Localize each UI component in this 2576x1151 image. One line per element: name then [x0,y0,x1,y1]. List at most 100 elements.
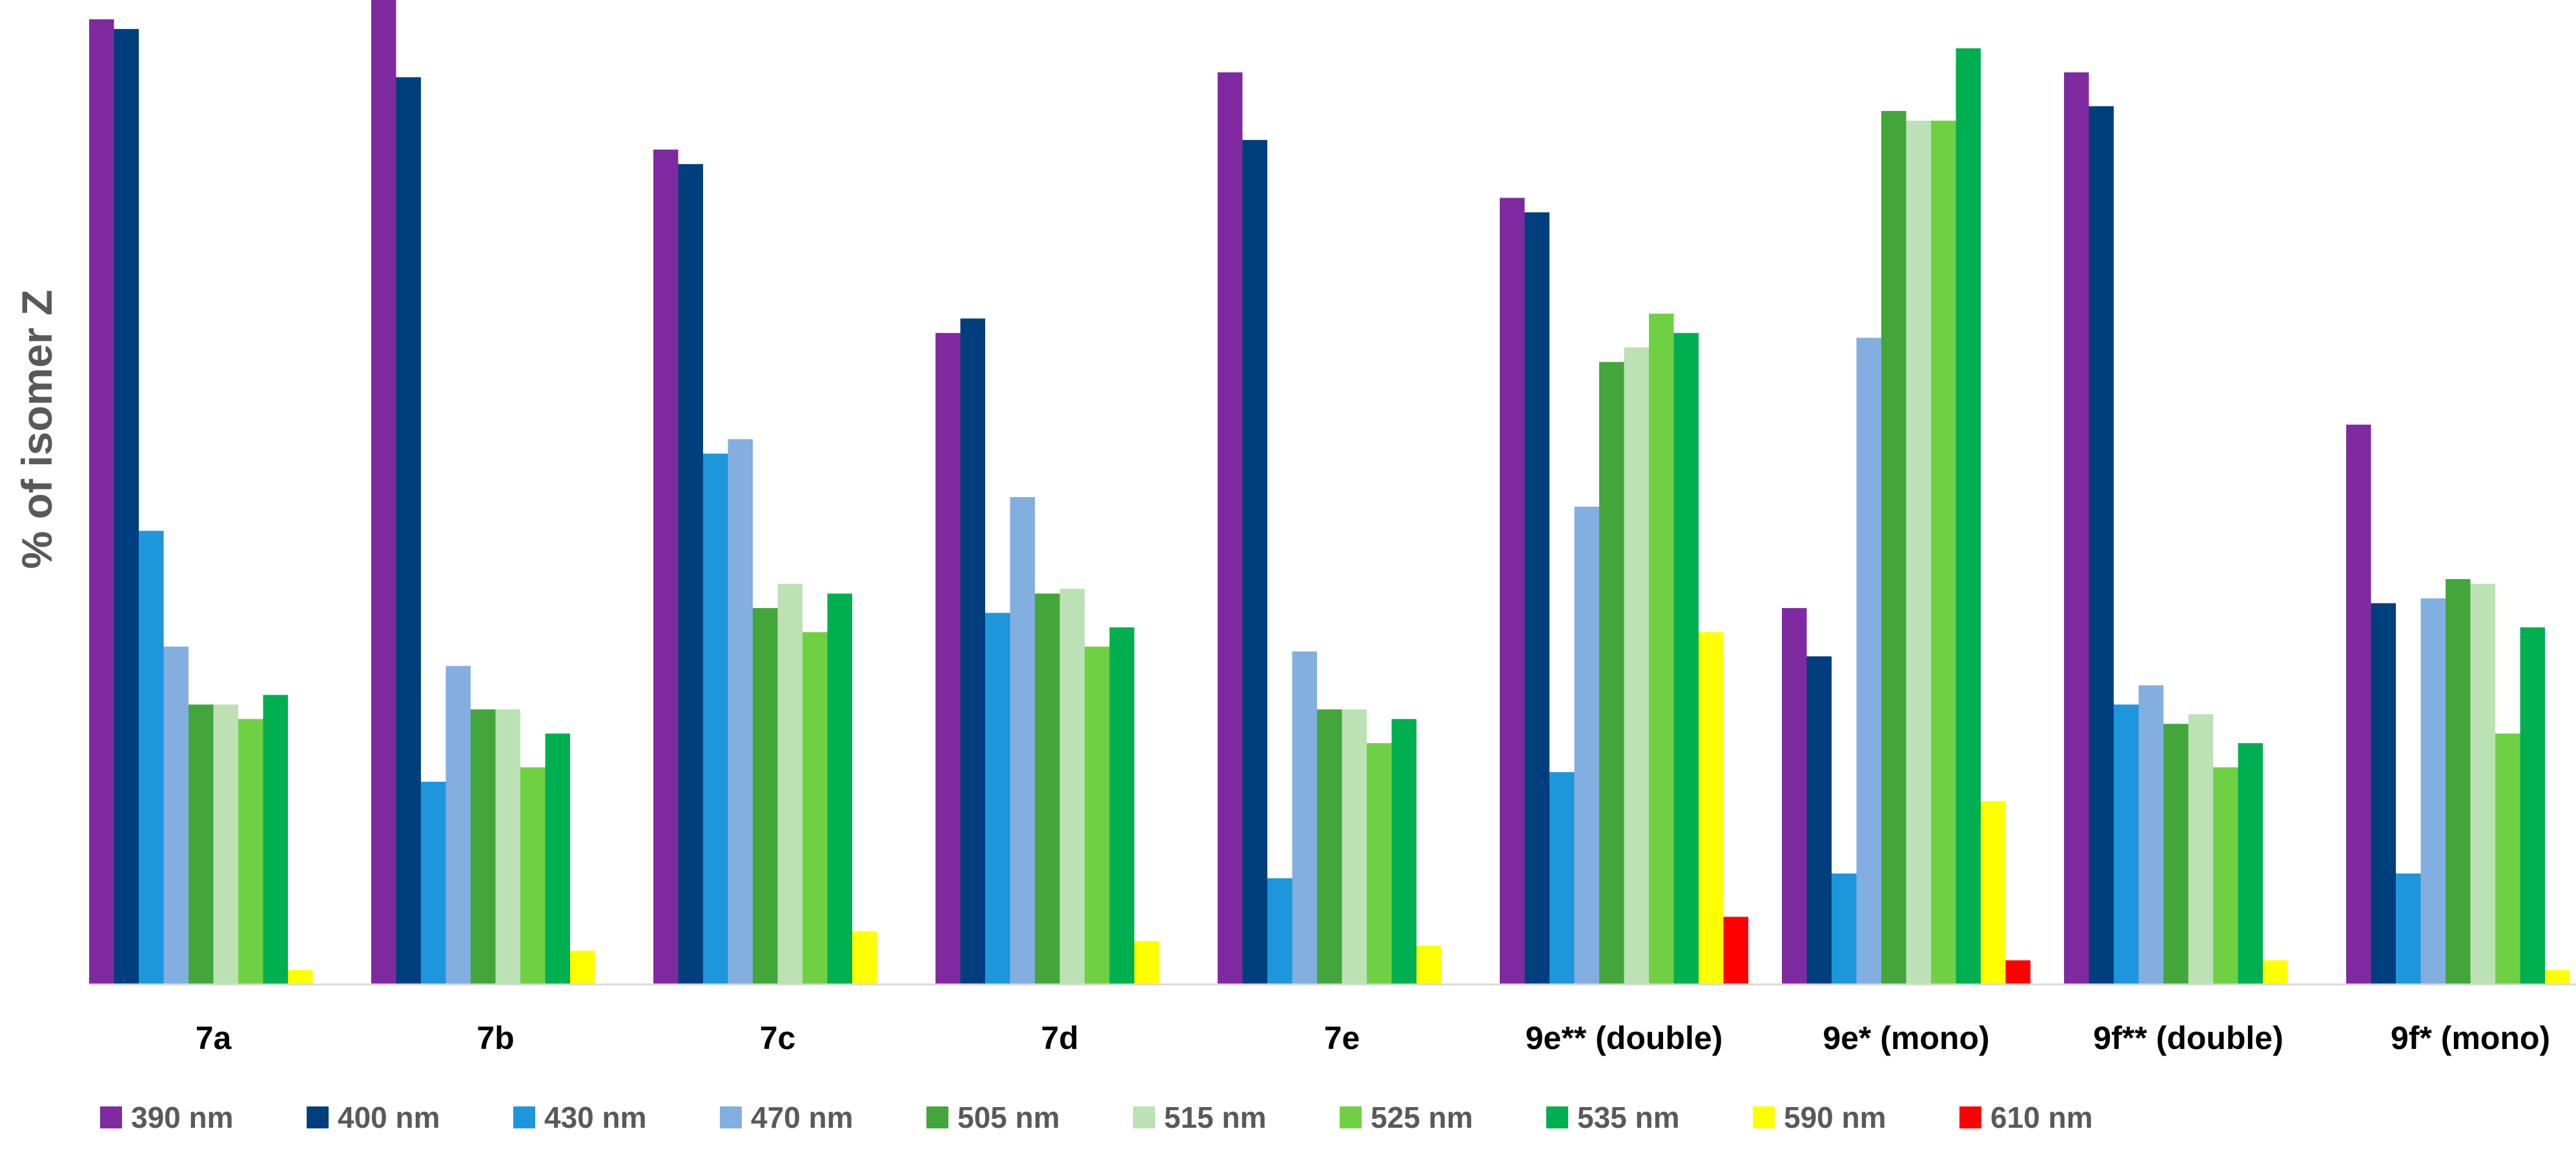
bar-9e-double-610-nm [1723,917,1748,984]
bar-9e-mono-590-nm [1981,800,2006,984]
x-tick-label-7d: 7d [1041,1020,1078,1056]
bar-7d-535-nm [1109,627,1134,984]
bar-9e-double-430-nm [1549,772,1575,984]
bar-7a-400-nm [114,28,139,984]
legend-swatch-525-nm [1340,1106,1362,1128]
bar-7e-590-nm [1416,946,1442,984]
bar-7e-470-nm [1292,651,1317,984]
bar-9f-double-470-nm [2138,685,2163,984]
legend-swatch-390-nm [100,1106,122,1128]
bar-9f-mono-505-nm [2446,579,2471,984]
bar-7c-515-nm [777,584,802,984]
bar-9f-mono-515-nm [2470,584,2495,984]
legend-label-610-nm: 610 nm [1990,1101,2093,1134]
bar-7b-515-nm [495,709,520,984]
bar-7c-525-nm [802,632,828,984]
bar-9f-mono-590-nm [2545,970,2570,984]
bar-9e-mono-525-nm [1931,120,1956,984]
bar-9e-double-470-nm [1574,506,1599,984]
bar-9e-mono-515-nm [1906,120,1931,984]
bar-9e-mono-470-nm [1856,338,1881,984]
bar-7b-430-nm [421,782,446,984]
legend-swatch-430-nm [513,1106,535,1128]
legend-label-525-nm: 525 nm [1371,1101,1473,1134]
bar-9f-mono-400-nm [2371,603,2396,984]
bar-7d-390-nm [935,332,961,984]
bar-7e-390-nm [1218,72,1243,985]
legend-swatch-515-nm [1133,1106,1155,1128]
bar-7d-590-nm [1134,941,1160,984]
bar-9f-double-505-nm [2163,724,2189,984]
legend-swatch-470-nm [720,1106,742,1128]
x-tick-label-9f-mono: 9f* (mono) [2391,1020,2550,1056]
bar-7c-400-nm [678,164,703,985]
legend-label-470-nm: 470 nm [751,1101,854,1134]
bar-9f-double-390-nm [2064,72,2089,985]
bar-7d-470-nm [1010,497,1035,984]
bar-7c-430-nm [703,453,728,984]
bar-7c-590-nm [852,931,877,984]
x-tick-label-7b: 7b [476,1020,514,1056]
bar-9f-mono-470-nm [2420,598,2446,984]
bar-7e-525-nm [1367,743,1392,984]
bar-7a-430-nm [139,531,164,984]
bar-9e-mono-610-nm [2005,960,2030,984]
bar-7a-515-nm [213,704,238,984]
bar-7a-525-nm [238,718,263,984]
bar-7b-390-nm [371,0,396,984]
legend-label-400-nm: 400 nm [338,1101,440,1134]
bar-9e-double-525-nm [1649,313,1674,984]
legend-label-590-nm: 590 nm [1784,1101,1886,1134]
bar-7c-390-nm [653,149,679,985]
bar-7a-535-nm [263,695,288,984]
bar-7e-400-nm [1242,139,1267,984]
x-tick-labels: 7a 7b 7c 7d 7e 9e** (double) 9e* (mono) 9f** (d… [196,1020,2550,1056]
legend: 390 nm 400 nm 430 nm 470 nm 505 nm 515 nm 525 … [100,1101,2093,1134]
legend-label-430-nm: 430 nm [544,1101,647,1134]
x-tick-label-9f-double: 9f** (double) [2093,1020,2283,1056]
x-tick-label-7e: 7e [1324,1020,1360,1056]
bar-7b-400-nm [396,77,421,985]
y-axis-title: % of isomer Z [13,290,61,569]
bar-7e-515-nm [1342,709,1367,984]
bar-7c-505-nm [753,607,778,984]
bar-7a-590-nm [288,970,313,984]
bar-7b-590-nm [570,950,595,984]
bar-9e-double-535-nm [1673,332,1699,984]
bar-7e-430-nm [1267,878,1293,984]
bar-9e-mono-390-nm [1782,607,1807,984]
legend-swatch-610-nm [1959,1106,1981,1128]
bar-9f-mono-535-nm [2520,627,2545,984]
x-tick-label-9e-double: 9e** (double) [1526,1020,1723,1056]
legend-label-390-nm: 390 nm [131,1101,234,1134]
bar-9f-double-430-nm [2114,704,2139,984]
bar-9e-double-390-nm [1500,198,1525,984]
legend-label-535-nm: 535 nm [1577,1101,1680,1134]
bar-7d-525-nm [1085,646,1110,984]
bar-9f-double-590-nm [2263,960,2288,984]
bar-7d-515-nm [1059,589,1085,984]
bar-9e-double-400-nm [1524,212,1549,984]
bar-9e-double-590-nm [1699,632,1724,984]
bar-7a-390-nm [89,19,114,984]
bar-7c-535-nm [827,593,852,984]
bar-7d-400-nm [960,318,985,984]
x-tick-label-9e-mono: 9e* (mono) [1823,1020,1989,1056]
bar-9e-mono-400-nm [1806,656,1832,984]
bar-9e-mono-430-nm [1832,873,1857,984]
bar-7d-430-nm [985,613,1010,984]
bar-7e-505-nm [1317,709,1342,984]
bar-7e-535-nm [1391,718,1416,984]
bar-9f-mono-390-nm [2346,424,2371,984]
legend-swatch-535-nm [1546,1106,1568,1128]
bar-9f-double-515-nm [2188,714,2213,984]
legend-label-505-nm: 505 nm [957,1101,1060,1134]
bar-7b-470-nm [445,666,471,984]
bar-9e-double-515-nm [1624,347,1649,984]
bar-7d-505-nm [1035,593,1060,984]
bar-7c-470-nm [728,439,753,984]
legend-swatch-590-nm [1753,1106,1775,1128]
x-tick-label-7c: 7c [760,1020,796,1056]
x-tick-label-7a: 7a [196,1020,232,1056]
